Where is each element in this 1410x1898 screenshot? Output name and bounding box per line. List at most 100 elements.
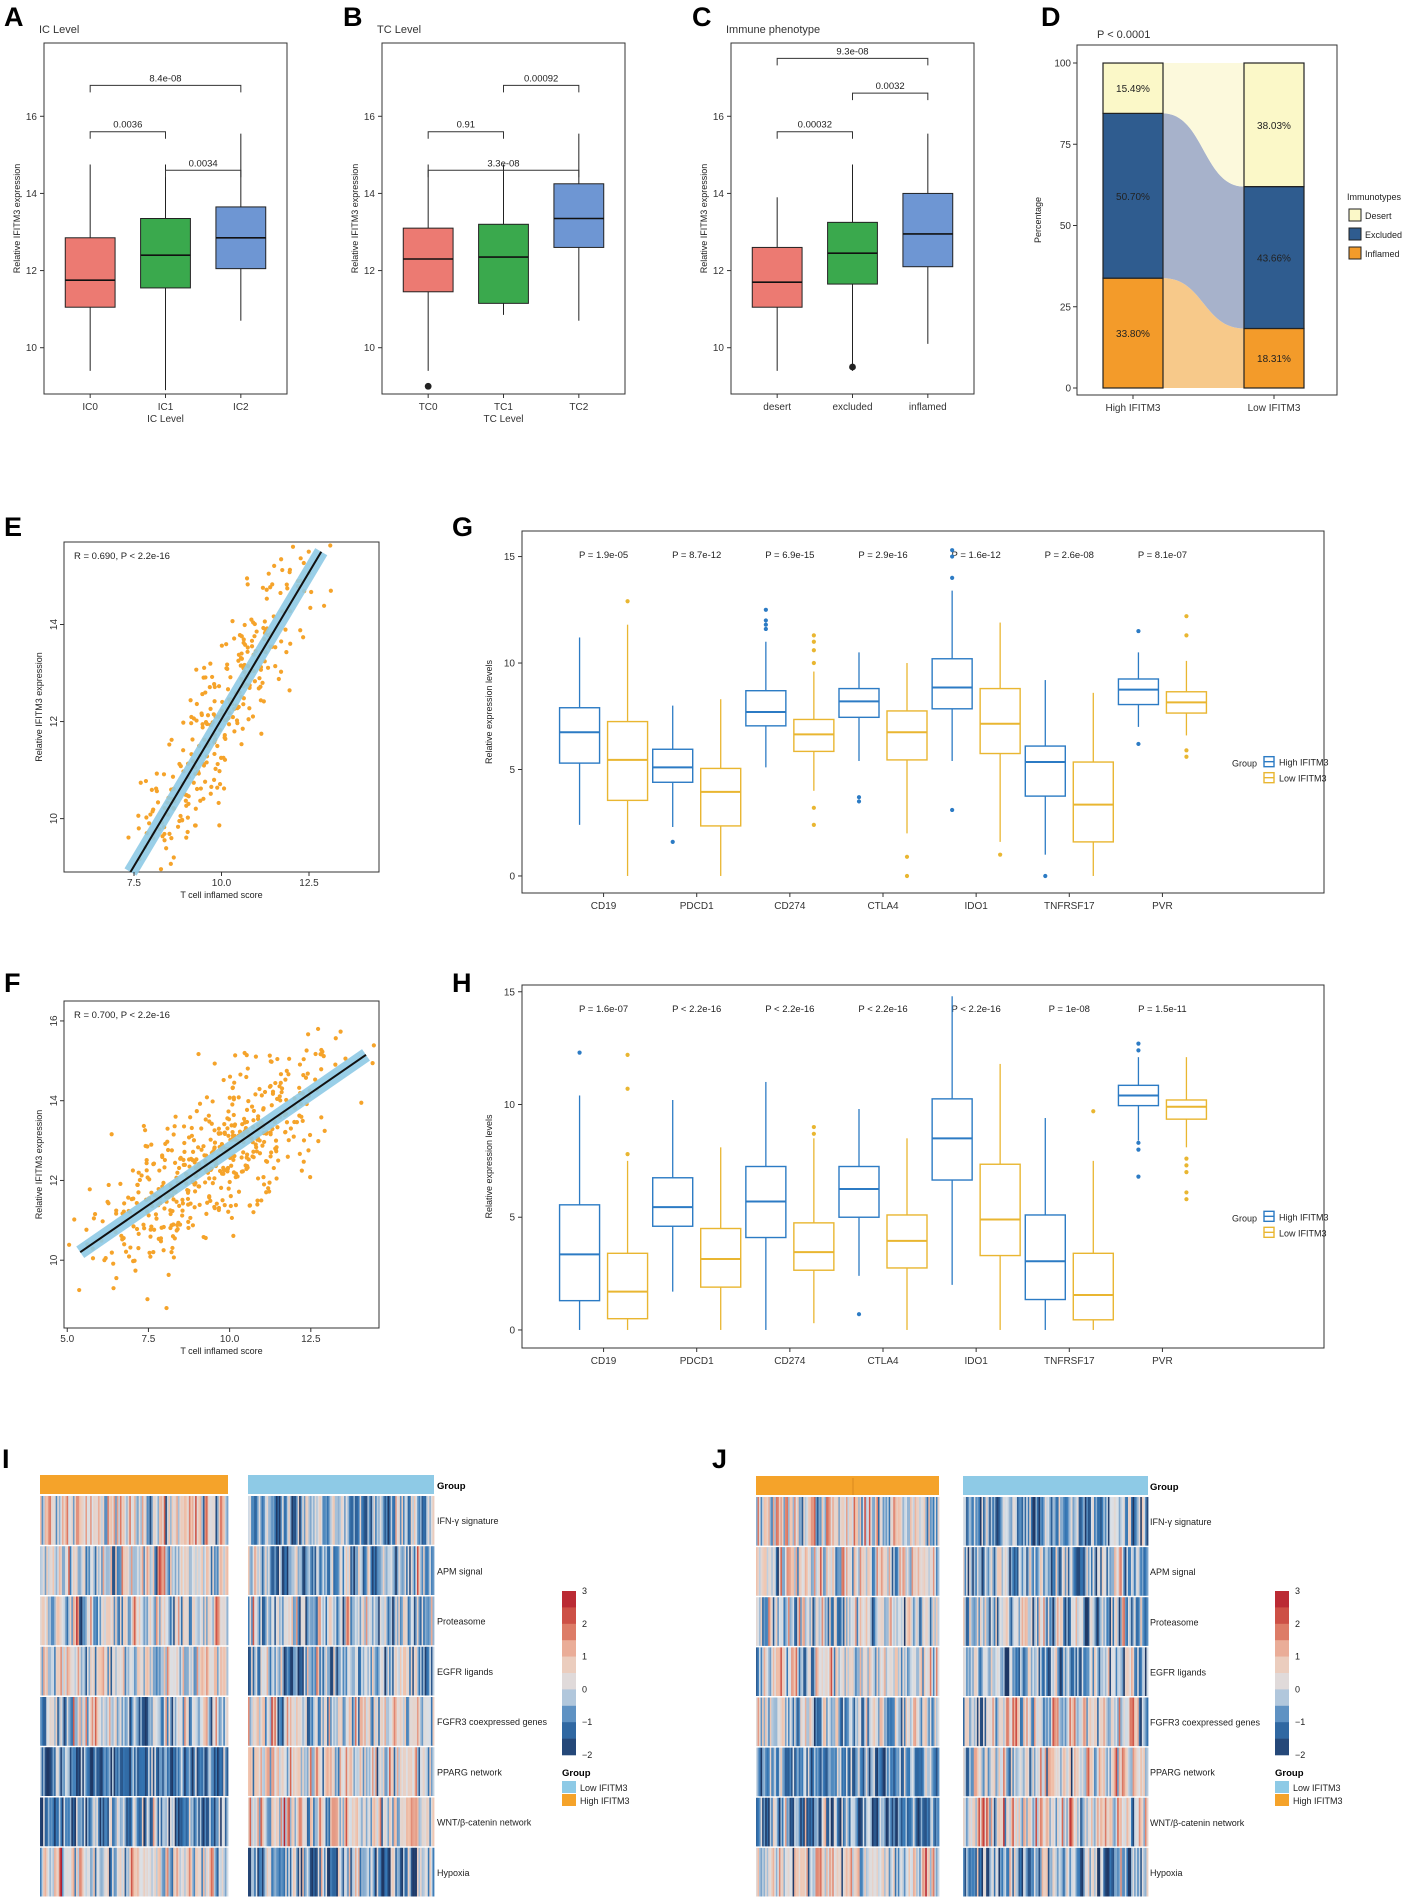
heatmap-cell <box>61 1496 64 1545</box>
heatmap-cell <box>1126 1647 1129 1696</box>
heatmap-cell <box>1064 1497 1067 1546</box>
heatmap-cell <box>882 1597 885 1646</box>
heatmap-cell <box>878 1597 880 1646</box>
heatmap-cell <box>1118 1497 1121 1546</box>
scatter-point <box>186 1188 191 1193</box>
heatmap-cell <box>334 1646 337 1696</box>
heatmap-cell <box>79 1646 82 1696</box>
heatmap-cell <box>1052 1597 1055 1646</box>
heatmap-cell <box>1095 1497 1098 1546</box>
scatter-point <box>189 721 194 726</box>
heatmap-cell <box>1040 1747 1043 1797</box>
heatmap-cell <box>1013 1597 1016 1646</box>
heatmap-cell <box>354 1546 357 1595</box>
heatmap-cell <box>344 1596 347 1646</box>
heatmap-row-cells <box>756 1497 940 1546</box>
scatter-point <box>199 1147 204 1152</box>
heatmap-cell <box>984 1597 987 1646</box>
heatmap-cell <box>1107 1697 1110 1747</box>
heatmap-cell <box>871 1797 874 1847</box>
heatmap-cell <box>1033 1697 1036 1747</box>
heatmap-cell <box>763 1547 766 1596</box>
scatter-point <box>226 1117 232 1122</box>
heatmap-cell <box>888 1597 891 1646</box>
heatmap-cell <box>756 1597 758 1646</box>
heatmap-cell <box>830 1497 833 1546</box>
heatmap-cell <box>90 1847 93 1897</box>
heatmap-cell <box>1094 1797 1096 1847</box>
scatter-point <box>145 1175 150 1180</box>
heatmap-cell <box>404 1496 407 1545</box>
heatmap-cell <box>1030 1547 1033 1596</box>
heatmap-cell <box>1012 1747 1015 1797</box>
heatmap-cell <box>990 1797 993 1847</box>
y-tick-label: 0 <box>1065 384 1071 395</box>
heatmap-cell <box>844 1697 847 1747</box>
outlier-point <box>811 1131 816 1136</box>
heatmap-cell <box>777 1497 780 1546</box>
heatmap-cell <box>322 1646 325 1696</box>
heatmap-cell <box>1127 1797 1130 1847</box>
heatmap-cell <box>392 1546 395 1595</box>
y-axis-label: Relative IFITM3 expression <box>34 1110 44 1220</box>
heatmap-cell <box>289 1797 292 1847</box>
heatmap-cell <box>1120 1597 1123 1646</box>
y-axis-label: Relative IFITM3 expression <box>699 164 709 274</box>
heatmap-cell <box>858 1747 861 1797</box>
heatmap-cell <box>973 1497 976 1546</box>
heatmap-cell <box>373 1546 376 1595</box>
scatter-point <box>215 761 220 767</box>
heatmap-cell <box>137 1596 140 1646</box>
heatmap-cell <box>795 1697 798 1747</box>
heatmap-cell <box>762 1547 765 1596</box>
heatmap-cell <box>789 1697 792 1747</box>
heatmap-cell <box>917 1547 920 1596</box>
scatter-point <box>268 1130 273 1135</box>
heatmap-cell <box>1137 1647 1140 1696</box>
heatmap-cell <box>65 1797 68 1847</box>
outlier-point <box>1136 1140 1141 1145</box>
heatmap-cell <box>827 1847 830 1897</box>
scatter-point <box>246 1157 251 1162</box>
panel-title: IC Level <box>39 24 79 36</box>
heatmap-cell <box>1086 1647 1089 1696</box>
heatmap-cell <box>926 1597 929 1646</box>
scatter-point <box>261 1175 266 1180</box>
heatmap-cell <box>916 1597 919 1646</box>
heatmap-cell <box>1000 1797 1002 1847</box>
scatter-point <box>260 680 265 685</box>
heatmap-cell <box>1097 1647 1100 1696</box>
scatter-point <box>287 1056 292 1061</box>
heatmap-cell <box>856 1697 859 1747</box>
heatmap-cell <box>1143 1497 1146 1546</box>
heatmap-cell <box>865 1697 868 1747</box>
heatmap-cell <box>992 1547 995 1596</box>
heatmap-cell <box>134 1596 136 1646</box>
heatmap-cell <box>845 1847 848 1897</box>
heatmap-cell <box>821 1797 824 1847</box>
heatmap-cell <box>800 1647 803 1696</box>
scatter-point <box>205 713 211 718</box>
heatmap-cell <box>176 1747 179 1796</box>
heatmap-cell <box>1000 1497 1002 1546</box>
colorbar-segment <box>562 1689 576 1707</box>
heatmap-cell <box>812 1647 815 1696</box>
heatmap-cell <box>893 1647 896 1696</box>
scatter-point <box>188 1215 193 1221</box>
heatmap-cell <box>364 1847 367 1897</box>
heatmap-cell <box>196 1546 199 1595</box>
heatmap-cell <box>1097 1747 1100 1797</box>
heatmap-cell <box>1084 1547 1087 1596</box>
heatmap-cell <box>882 1497 885 1546</box>
heatmap-cell <box>867 1497 870 1546</box>
heatmap-cell <box>105 1797 108 1847</box>
heatmap-cell <box>60 1747 63 1796</box>
heatmap-cell <box>90 1596 93 1646</box>
scatter-point <box>226 1186 231 1191</box>
heatmap-cell <box>902 1797 905 1847</box>
heatmap-cell <box>367 1496 370 1545</box>
heatmap-cell <box>1114 1647 1117 1696</box>
heatmap-cell <box>409 1847 412 1897</box>
heatmap-cell <box>41 1797 44 1847</box>
heatmap-cell <box>179 1747 182 1796</box>
